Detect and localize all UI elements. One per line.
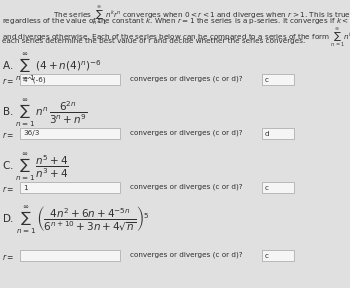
Text: 1: 1 — [23, 185, 28, 190]
Text: converges or diverges (c or d)?: converges or diverges (c or d)? — [130, 130, 243, 137]
FancyBboxPatch shape — [20, 250, 120, 261]
Text: converges or diverges (c or d)?: converges or diverges (c or d)? — [130, 252, 243, 259]
Text: 4^(-6): 4^(-6) — [23, 76, 47, 83]
FancyBboxPatch shape — [262, 74, 294, 85]
Text: c: c — [265, 253, 269, 259]
Text: and diverges otherwise. Each of the series below can be compared to a series of : and diverges otherwise. Each of the seri… — [2, 27, 350, 49]
Text: 36/3: 36/3 — [23, 130, 39, 137]
Text: d: d — [265, 130, 270, 137]
Text: $r =$: $r =$ — [2, 130, 14, 140]
Text: $r =$: $r =$ — [2, 184, 14, 194]
FancyBboxPatch shape — [262, 128, 294, 139]
Text: The series $\sum_{n=1}^{\infty} n^k r^n$ converges when $0 < r < 1$ and diverges: The series $\sum_{n=1}^{\infty} n^k r^n$… — [53, 5, 350, 27]
Text: regardless of the value of the constant $k$. When $r = 1$ the series is a p-seri: regardless of the value of the constant … — [2, 16, 350, 26]
Text: D. $\sum_{n=1}^{\infty}\,\left(\dfrac{4n^2 + 6n + 4^{-5n}}{6^{n+10} + 3n + 4\sqr: D. $\sum_{n=1}^{\infty}\,\left(\dfrac{4n… — [2, 205, 149, 236]
FancyBboxPatch shape — [262, 250, 294, 261]
Text: $r =$: $r =$ — [2, 76, 14, 86]
Text: B. $\sum_{n=1}^{\infty}\,n^n\,\dfrac{6^{2n}}{3^n + n^9}$: B. $\sum_{n=1}^{\infty}\,n^n\,\dfrac{6^{… — [2, 98, 87, 129]
Text: each series determine the best value of r and decide whether the series converge: each series determine the best value of … — [2, 38, 305, 44]
FancyBboxPatch shape — [20, 182, 120, 193]
Text: C. $\sum_{n=1}^{\infty}\,\dfrac{n^5 + 4}{n^3 + 4}$: C. $\sum_{n=1}^{\infty}\,\dfrac{n^5 + 4}… — [2, 152, 69, 183]
Text: c: c — [265, 185, 269, 190]
Text: converges or diverges (c or d)?: converges or diverges (c or d)? — [130, 184, 243, 190]
FancyBboxPatch shape — [262, 182, 294, 193]
Text: converges or diverges (c or d)?: converges or diverges (c or d)? — [130, 76, 243, 82]
Text: $r =$: $r =$ — [2, 252, 14, 262]
FancyBboxPatch shape — [20, 128, 120, 139]
Text: c: c — [265, 77, 269, 82]
FancyBboxPatch shape — [20, 74, 120, 85]
Text: A. $\sum_{n=1}^{\infty}\,(4 + n(4)^n)^{-6}$: A. $\sum_{n=1}^{\infty}\,(4 + n(4)^n)^{-… — [2, 52, 101, 83]
